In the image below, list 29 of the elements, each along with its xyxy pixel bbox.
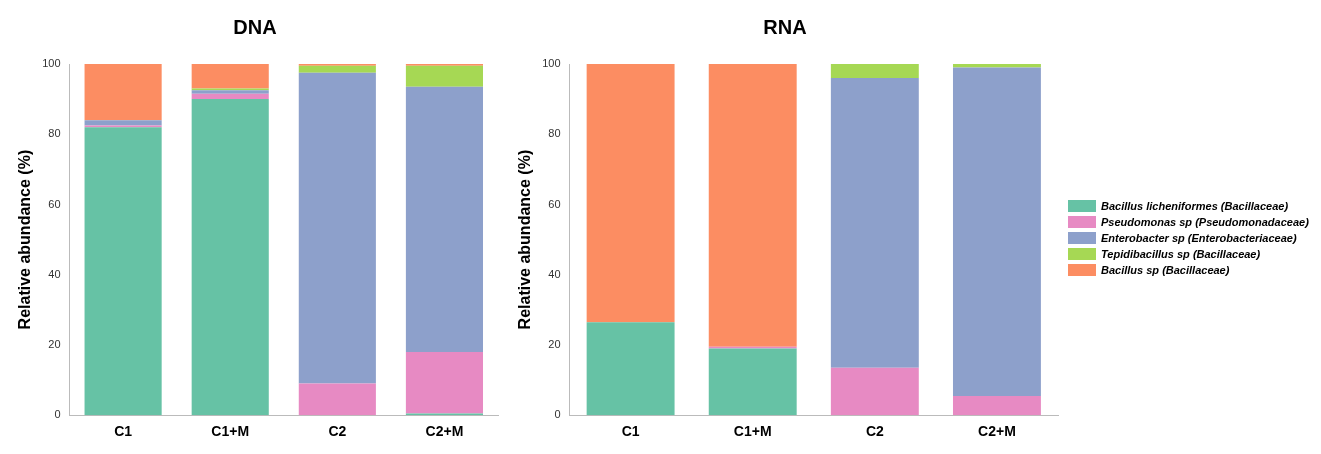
x-tick-label: C1+M (733, 423, 772, 440)
y-tick-label: 0 (54, 408, 61, 421)
y-tick-label: 20 (548, 337, 561, 350)
y-tick-label: 60 (48, 197, 61, 210)
y-tick-label: 40 (48, 267, 61, 280)
x-tick-label: C2+M (978, 423, 1016, 440)
y-tick-label: 0 (554, 408, 561, 421)
y-tick-label: 40 (548, 267, 561, 280)
legend-label: Tepidibacillus sp (Bacillaceae) (1101, 248, 1261, 260)
x-tick-label: C1 (621, 423, 640, 440)
y-tick-label: 100 (542, 57, 561, 70)
y-tick-label: 80 (548, 127, 561, 140)
y-axis-title: Relative abundance (%) (516, 149, 534, 330)
legend-label: Bacillus licheniformes (Bacillaceae) (1101, 200, 1289, 212)
legend-label: Pseudomonas sp (Pseudomonadaceae) (1101, 216, 1309, 228)
y-tick-label: 80 (48, 127, 61, 140)
chart-title: RNA (763, 15, 807, 38)
y-tick-label: 100 (42, 57, 61, 70)
x-tick-label: C1 (114, 423, 133, 440)
chart-title: DNA (233, 15, 277, 38)
x-tick-label: C2 (328, 423, 347, 440)
y-tick-label: 20 (48, 337, 61, 350)
y-axis-title: Relative abundance (%) (16, 149, 34, 330)
x-tick-label: C2 (865, 423, 884, 440)
legend-label: Bacillus sp (Bacillaceae) (1101, 264, 1230, 276)
x-tick-label: C1+M (211, 423, 250, 440)
x-tick-label: C2+M (425, 423, 464, 440)
legend-label: Enterobacter sp (Enterobacteriaceae) (1101, 232, 1297, 244)
y-tick-label: 60 (548, 197, 561, 210)
